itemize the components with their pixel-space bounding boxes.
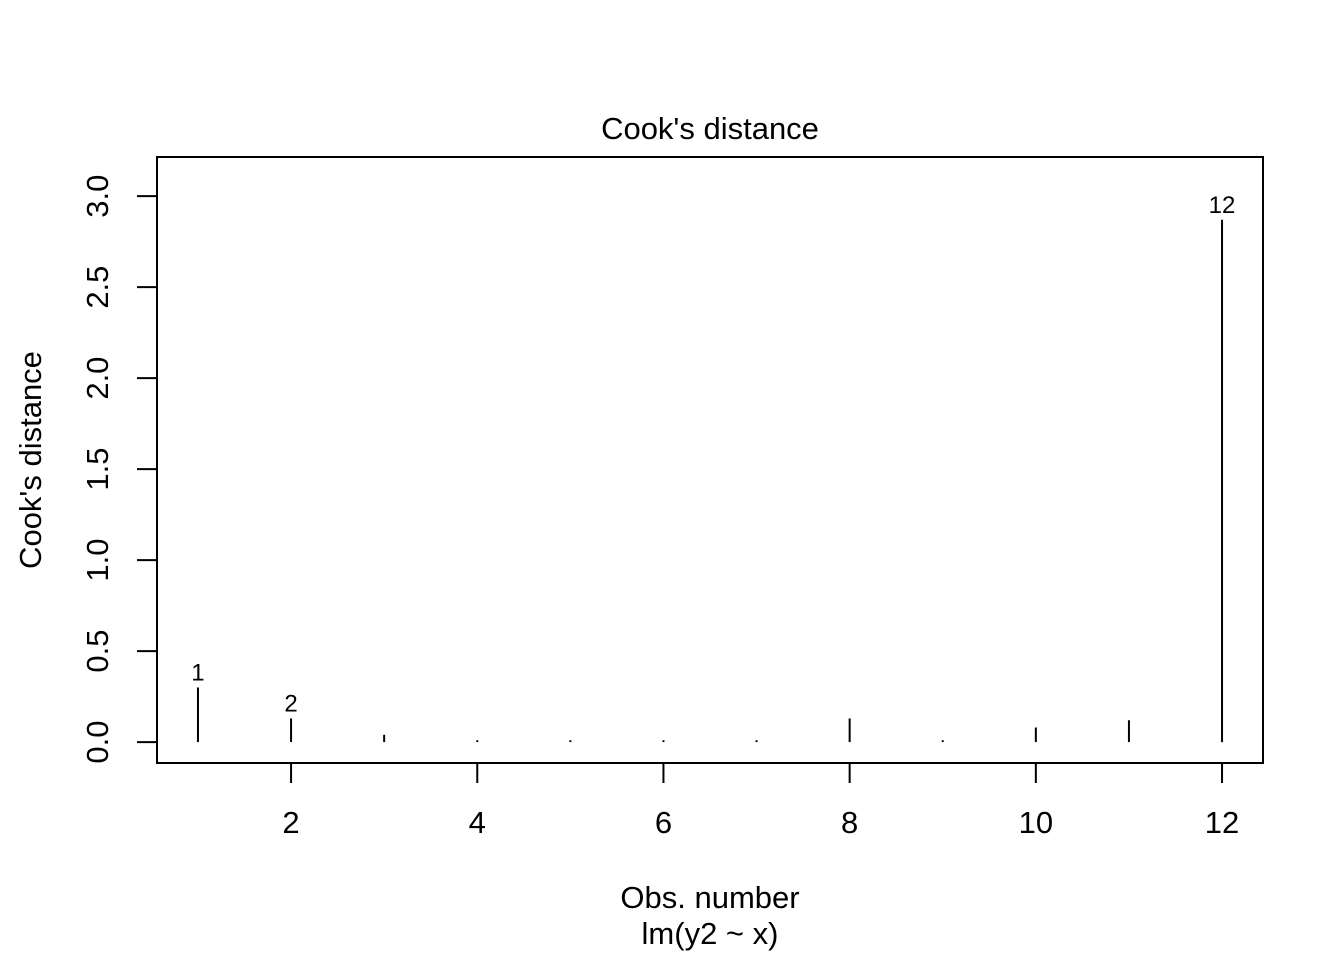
x-tick-label: 10: [1019, 805, 1053, 840]
y-tick-label: 3.0: [80, 175, 115, 218]
y-tick-label: 1.5: [80, 448, 115, 491]
x-tick-label: 12: [1205, 805, 1239, 840]
x-axis-ticks: 2 4 6 8 10 12: [282, 763, 1239, 840]
influential-point-label-1: 1: [191, 659, 204, 686]
y-tick-label: 0.0: [80, 721, 115, 764]
plot-box: [156, 156, 1264, 764]
influential-point-label-12: 12: [1209, 192, 1236, 219]
y-tick-label: 1.0: [80, 539, 115, 582]
model-sub-caption: lm(y2 ~ x): [642, 916, 779, 951]
x-tick-label: 6: [655, 805, 672, 840]
y-axis-label: Cook's distance: [13, 351, 48, 569]
y-axis-ticks: 0.0 0.5 1.0 1.5 2.0 2.5 3.0: [80, 175, 157, 764]
x-tick-label: 8: [841, 805, 858, 840]
influential-point-label-2: 2: [284, 690, 297, 717]
y-tick-label: 2.5: [80, 266, 115, 309]
x-tick-label: 4: [469, 805, 486, 840]
x-axis-label: Obs. number: [620, 880, 799, 915]
plot-title: Cook's distance: [601, 111, 819, 146]
x-tick-label: 2: [282, 805, 299, 840]
y-tick-label: 0.5: [80, 630, 115, 673]
y-tick-label: 2.0: [80, 357, 115, 400]
cooks-distance-spikes: [196, 219, 1224, 743]
